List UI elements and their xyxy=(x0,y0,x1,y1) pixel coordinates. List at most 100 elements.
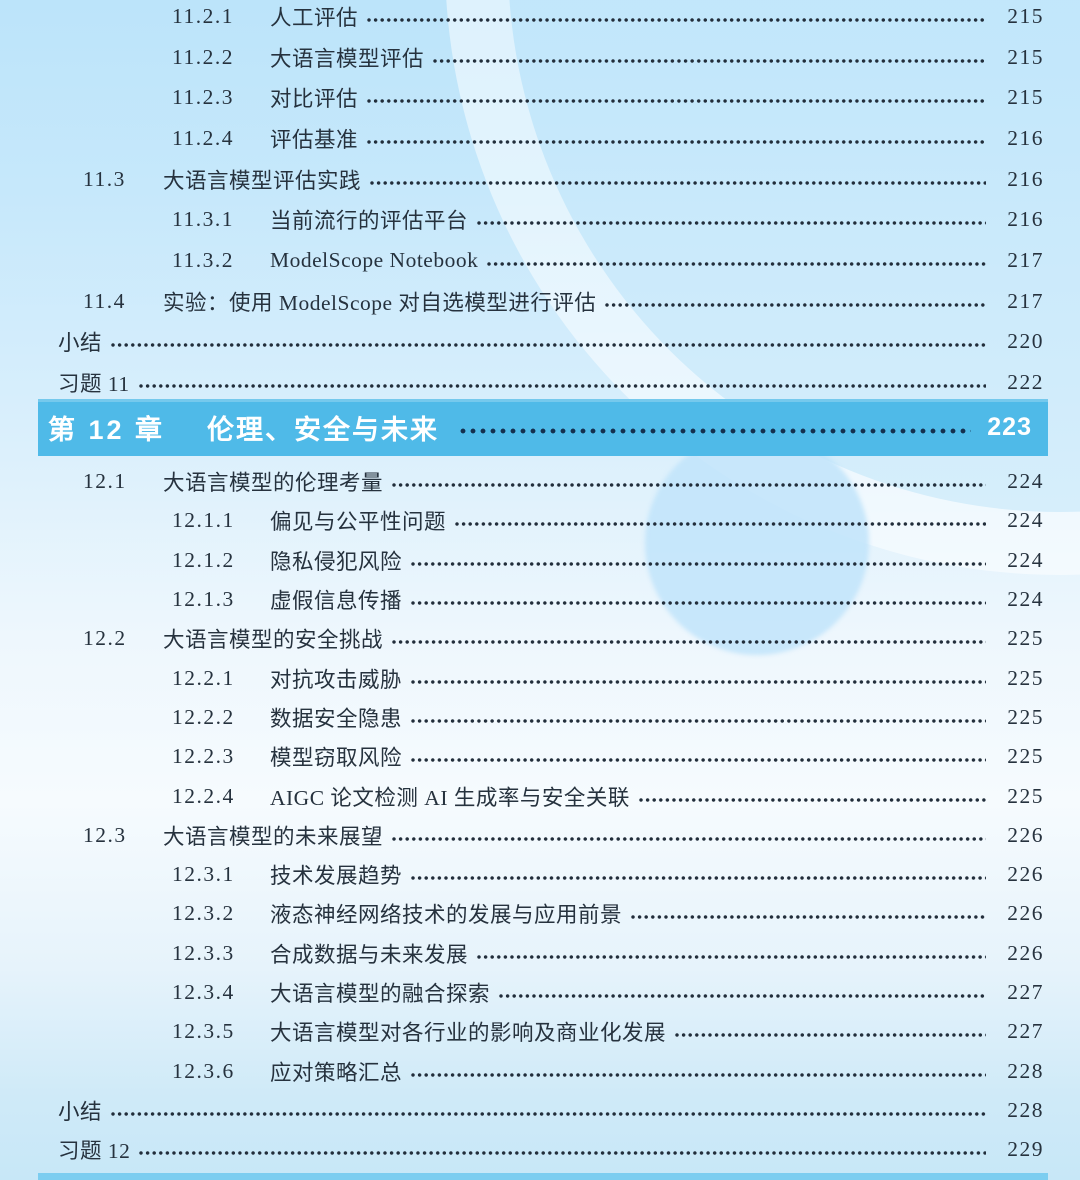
toc-entry-title: 虚假信息传播 xyxy=(270,589,403,614)
toc-entry: 12.3.3 合成数据与未来发展 226 xyxy=(0,934,1080,973)
toc-entry: 11.2.2 大语言模型评估 215 xyxy=(0,37,1080,78)
toc-entry-title: 习题 11 xyxy=(58,372,130,397)
toc-entry-title: 人工评估 xyxy=(270,5,359,30)
toc-entry-title: 合成数据与未来发展 xyxy=(270,942,469,967)
toc-entry-number: 12.1.3 xyxy=(172,587,235,612)
toc-entry: 12.1 大语言模型的伦理考量 224 xyxy=(0,462,1080,501)
toc-entry: 12.2.1 对抗攻击威胁 225 xyxy=(0,658,1080,697)
dotted-leader xyxy=(410,559,986,568)
toc-entry: 12.3.4 大语言模型的融合探索 227 xyxy=(0,973,1080,1012)
toc-entry-number: 11.2.3 xyxy=(172,85,234,110)
toc-entry: 11.4 实验：使用 ModelScope 对自选模型进行评估 217 xyxy=(0,281,1080,322)
toc-entry-page: 228 xyxy=(1007,1058,1044,1083)
dotted-leader xyxy=(110,341,986,350)
toc-entry-title: 小结 xyxy=(58,331,103,356)
chapter-number: 第 12 章 xyxy=(48,415,166,445)
toc-entry-title: 大语言模型的未来展望 xyxy=(163,824,384,849)
toc-entry-page: 226 xyxy=(1007,940,1044,965)
dotted-leader xyxy=(138,1149,986,1158)
toc-entry-title: 大语言模型评估实践 xyxy=(163,168,362,193)
dotted-leader xyxy=(366,15,986,24)
dotted-leader xyxy=(410,677,986,686)
dotted-leader xyxy=(137,382,986,391)
toc-entry-number: 12.2.1 xyxy=(172,665,235,690)
toc-entry: 12.1.2 隐私侵犯风险 224 xyxy=(0,541,1080,580)
toc-entry-page: 228 xyxy=(1007,1097,1044,1122)
toc-entry: 11.2.4 评估基准 216 xyxy=(0,118,1080,159)
toc-entry-number: 12.3.3 xyxy=(172,940,235,965)
toc-entry: 小结 220 xyxy=(0,322,1080,363)
toc-entry-page: 225 xyxy=(1007,783,1044,808)
toc-section-chapter-12: 12.1 大语言模型的伦理考量 224 12.1.1 偏见与公平性问题 224 12.1.2… xyxy=(0,462,1080,1169)
toc-entry-number: 12.3.4 xyxy=(172,980,235,1004)
dotted-leader xyxy=(604,300,986,309)
toc-entry-title: 习题 12 xyxy=(58,1139,131,1164)
toc-entry: 12.1.3 虚假信息传播 224 xyxy=(0,580,1080,619)
toc-entry-page: 225 xyxy=(1007,704,1044,729)
toc-entry: 12.3.5 大语言模型对各行业的影响及商业化发展 227 xyxy=(0,1012,1080,1051)
toc-entry-page: 215 xyxy=(1007,44,1044,69)
toc-entry: 12.1.1 偏见与公平性问题 224 xyxy=(0,501,1080,540)
dotted-leader xyxy=(476,219,986,228)
toc-entry-title: AIGC 论文检测 AI 生成率与安全关联 xyxy=(270,785,630,810)
toc-entry-page: 216 xyxy=(1007,125,1044,150)
toc-entry-page: 217 xyxy=(1007,247,1044,272)
toc-entry-number: 12.3.5 xyxy=(172,1019,235,1044)
toc-entry-number: 12.3.1 xyxy=(172,862,235,887)
toc-entry-page: 226 xyxy=(1007,901,1044,926)
toc-entry-title: 对比评估 xyxy=(270,87,359,112)
dotted-leader xyxy=(410,756,986,765)
toc-entry-title: 应对策略汇总 xyxy=(270,1060,403,1085)
toc-entry-number: 12.3 xyxy=(83,822,127,847)
toc-entry-title: 隐私侵犯风险 xyxy=(270,549,403,574)
toc-entry-number: 11.3.1 xyxy=(172,207,234,232)
dotted-leader xyxy=(637,795,986,804)
toc-entry-page: 216 xyxy=(1007,166,1044,191)
dotted-leader xyxy=(410,599,986,608)
dotted-leader xyxy=(454,520,986,529)
toc-entry: 12.2.3 模型窃取风险 225 xyxy=(0,737,1080,776)
toc-entry: 12.2 大语言模型的安全挑战 225 xyxy=(0,619,1080,658)
toc-entry-title: 模型窃取风险 xyxy=(270,746,403,771)
toc-entry-number: 12.1.1 xyxy=(172,508,235,533)
dotted-leader xyxy=(366,97,986,106)
toc-entry: 12.3.1 技术发展趋势 226 xyxy=(0,855,1080,894)
chapter-page-number: 223 xyxy=(987,413,1032,441)
toc-entry: 11.3.2 ModelScope Notebook 217 xyxy=(0,240,1080,281)
toc-entry-title: 偏见与公平性问题 xyxy=(270,510,447,535)
dotted-leader xyxy=(410,874,986,883)
toc-entry-title: 大语言模型评估 xyxy=(270,46,425,71)
toc-entry-page: 215 xyxy=(1007,3,1044,28)
toc-entry-title: 实验：使用 ModelScope 对自选模型进行评估 xyxy=(163,290,597,315)
toc-entry: 习题 11 222 xyxy=(0,362,1080,403)
toc-entry: 小结 228 xyxy=(0,1091,1080,1130)
dotted-leader xyxy=(391,481,986,490)
dotted-leader xyxy=(369,178,986,187)
toc-entry: 11.2.3 对比评估 215 xyxy=(0,77,1080,118)
toc-entry-number: 12.2.3 xyxy=(172,744,235,769)
dotted-leader xyxy=(110,1109,986,1118)
next-chapter-bar-partial xyxy=(38,1173,1048,1180)
toc-entry-number: 12.2 xyxy=(83,626,127,651)
toc-entry-page: 225 xyxy=(1007,744,1044,769)
toc-entry-page: 226 xyxy=(1007,862,1044,887)
toc-entry-page: 226 xyxy=(1007,822,1044,847)
toc-entry-number: 11.2.1 xyxy=(172,3,234,28)
toc-entry-page: 216 xyxy=(1007,207,1044,232)
toc-entry: 12.2.4 AIGC 论文检测 AI 生成率与安全关联 225 xyxy=(0,776,1080,815)
toc-entry-title: 当前流行的评估平台 xyxy=(270,209,469,234)
toc-entry-page: 229 xyxy=(1007,1137,1044,1162)
dotted-leader xyxy=(391,834,986,843)
toc-entry-page: 224 xyxy=(1007,587,1044,612)
toc-entry-page: 227 xyxy=(1007,1019,1044,1044)
toc-entry-title: 对抗攻击威胁 xyxy=(270,667,403,692)
toc-entry-page: 224 xyxy=(1007,547,1044,572)
toc-entry-number: 12.3.6 xyxy=(172,1058,235,1083)
dotted-leader xyxy=(674,1031,986,1040)
toc-entry-title: 液态神经网络技术的发展与应用前景 xyxy=(270,903,623,928)
toc-entry-page: 224 xyxy=(1007,469,1044,494)
toc-entry-number: 12.2.4 xyxy=(172,783,235,808)
toc-entry-page: 215 xyxy=(1007,85,1044,110)
toc-entry-number: 11.3.2 xyxy=(172,247,234,272)
